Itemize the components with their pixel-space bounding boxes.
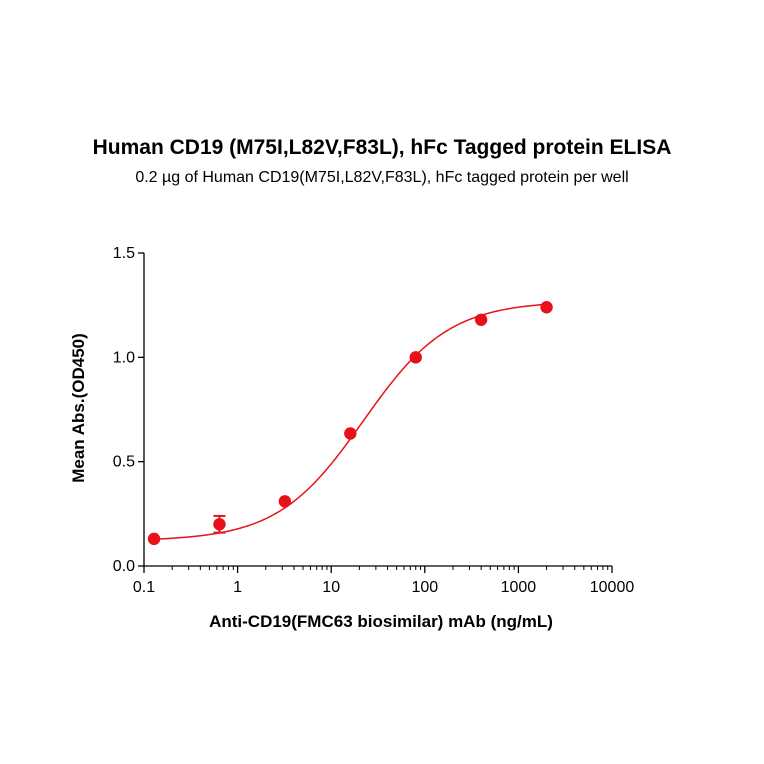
data-point xyxy=(409,351,422,364)
x-tick-label: 1000 xyxy=(501,579,537,596)
data-point xyxy=(474,313,488,326)
data-point xyxy=(540,301,553,314)
x-tick-label: 100 xyxy=(411,579,438,596)
y-tick-label: 0.0 xyxy=(113,558,135,575)
data-point xyxy=(213,518,226,531)
data-point xyxy=(147,532,161,546)
data-point xyxy=(278,495,292,508)
x-tick-label: 0.1 xyxy=(133,579,155,596)
y-axis-title: Mean Abs.(OD450) xyxy=(69,333,88,483)
chart-title: Human CD19 (M75I,L82V,F83L), hFc Tagged … xyxy=(92,136,672,159)
y-tick-label: 0.5 xyxy=(113,454,135,471)
x-tick-label: 10 xyxy=(322,579,340,596)
x-tick-label: 10000 xyxy=(590,579,635,596)
fit-curve xyxy=(153,303,547,540)
chart-subtitle: 0.2 µg of Human CD19(M75I,L82V,F83L), hF… xyxy=(135,169,629,186)
y-tick-label: 1.0 xyxy=(113,349,135,366)
y-tick-label: 1.5 xyxy=(113,245,135,262)
x-tick-label: 1 xyxy=(233,579,242,596)
data-point xyxy=(344,427,357,440)
axes: 0.0 0.5 1.0 1.5 0.1 1 10 100 1000 10000 xyxy=(113,245,635,596)
data-points-layer xyxy=(147,301,553,546)
fit-curve-layer xyxy=(153,303,547,540)
x-axis-title: Anti-CD19(FMC63 biosimilar) mAb (ng/mL) xyxy=(209,612,553,631)
